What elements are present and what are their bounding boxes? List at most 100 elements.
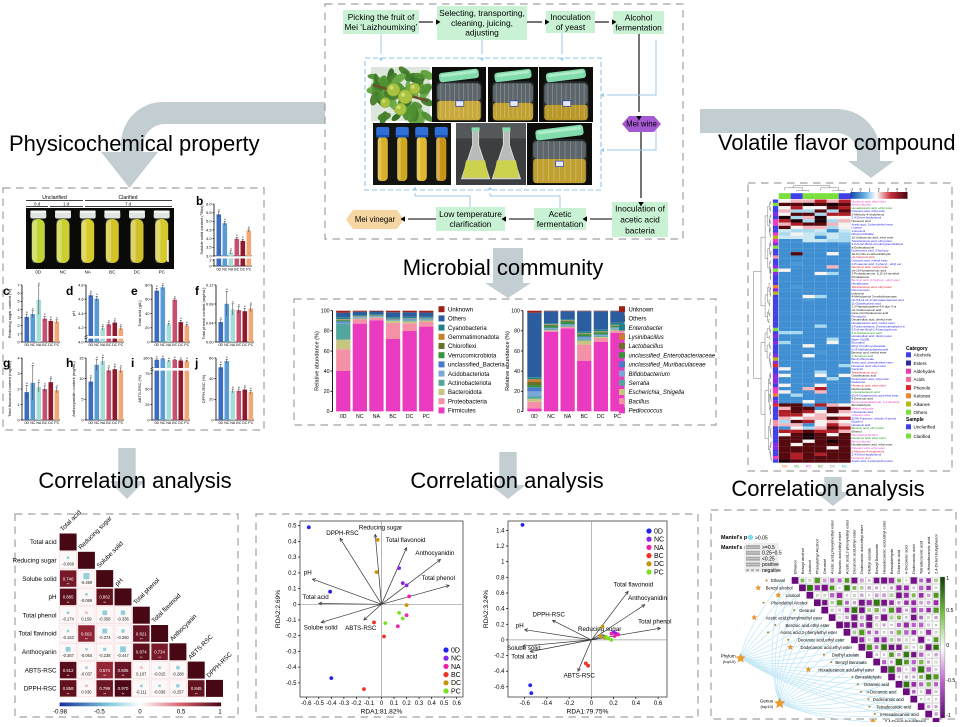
svg-text:(top10): (top10) <box>761 704 774 709</box>
svg-text:Inoculation: Inoculation <box>550 12 591 22</box>
svg-text:Acetic: Acetic <box>549 209 572 219</box>
svg-text:n-Decanoic acid: n-Decanoic acid <box>866 690 897 695</box>
svg-text:NC: NC <box>160 421 166 425</box>
svg-text:DC: DC <box>112 343 118 347</box>
svg-text:0.1: 0.1 <box>390 701 399 707</box>
svg-text:NA: NA <box>564 414 572 420</box>
svg-text:i: i <box>131 356 134 370</box>
svg-text:0.574: 0.574 <box>99 668 110 673</box>
svg-text:80: 80 <box>324 329 330 335</box>
svg-text:PC: PC <box>54 421 59 425</box>
svg-text:negative: negative <box>762 568 781 574</box>
svg-text:Linalool: Linalool <box>807 560 812 574</box>
svg-text:Lysinibacillus: Lysinibacillus <box>629 335 664 341</box>
svg-text:0.4: 0.4 <box>632 701 641 707</box>
svg-text:0.04: 0.04 <box>206 320 214 325</box>
svg-text:PC: PC <box>654 569 664 576</box>
svg-text:0.2: 0.2 <box>288 571 297 577</box>
svg-text:NA: NA <box>36 421 42 425</box>
svg-text:Alcohol: Alcohol <box>625 13 653 23</box>
svg-text:Benzoic acid,ethyl ester: Benzoic acid,ethyl ester <box>837 531 842 574</box>
svg-text:0.799: 0.799 <box>99 686 110 691</box>
svg-text:PC: PC <box>423 414 430 420</box>
svg-text:1: 1 <box>946 576 949 582</box>
svg-text:0.12: 0.12 <box>206 282 214 287</box>
svg-text:-0.6: -0.6 <box>301 701 312 707</box>
svg-text:Total flavonoid: Total flavonoid <box>386 537 426 544</box>
svg-text:Total flavonoid: Total flavonoid <box>614 582 654 589</box>
svg-text:0: 0 <box>517 409 520 415</box>
svg-text:Octanoic acid: Octanoic acid <box>896 550 901 574</box>
svg-text:Acids: Acids <box>914 377 926 382</box>
svg-text:BC: BC <box>818 464 824 469</box>
svg-text:c: c <box>3 284 10 298</box>
svg-text:NA: NA <box>373 414 381 420</box>
svg-text:-0.174: -0.174 <box>62 617 74 622</box>
svg-text:6: 6 <box>17 291 19 296</box>
svg-text:Mei ‘Laizhoumixing’: Mei ‘Laizhoumixing’ <box>344 22 417 32</box>
svg-text:3: 3 <box>17 371 19 376</box>
svg-text:0D: 0D <box>451 647 460 654</box>
svg-text:-0.2: -0.2 <box>494 654 505 660</box>
svg-text:60: 60 <box>514 349 520 355</box>
svg-text:Decanoic acid,ethyl ester: Decanoic acid,ethyl ester <box>852 529 857 574</box>
svg-text:DC: DC <box>240 268 246 272</box>
svg-text:-0.358: -0.358 <box>99 617 111 622</box>
svg-text:-0.4: -0.4 <box>286 665 297 671</box>
svg-text:adjusting: adjusting <box>465 28 499 38</box>
svg-text:Proteobacteria: Proteobacteria <box>448 399 488 405</box>
svg-text:NA: NA <box>100 421 106 425</box>
svg-text:cleaning, juicing,: cleaning, juicing, <box>451 18 513 28</box>
svg-text:Geraniol: Geraniol <box>799 608 815 613</box>
svg-text:NA: NA <box>230 421 236 425</box>
svg-text:NA: NA <box>166 343 172 347</box>
svg-text:0D: 0D <box>218 343 223 347</box>
svg-text:Mantel's r: Mantel's r <box>721 545 747 551</box>
svg-text:3: 3 <box>17 315 19 320</box>
svg-text:clarification: clarification <box>450 219 492 229</box>
svg-text:4.4: 4.4 <box>78 311 84 316</box>
svg-text:acetic acid: acetic acid <box>620 214 660 224</box>
svg-text:0.746: 0.746 <box>63 576 74 581</box>
svg-text:5: 5 <box>905 188 907 192</box>
svg-text:>0.05: >0.05 <box>755 535 768 541</box>
svg-text:0.602: 0.602 <box>81 631 92 636</box>
svg-text:-0.6: -0.6 <box>520 701 531 707</box>
svg-text:NA: NA <box>230 343 236 347</box>
svg-text:RDA1:79.75%: RDA1:79.75% <box>567 709 609 716</box>
svg-text:-0.459: -0.459 <box>81 580 93 585</box>
svg-text:4.5: 4.5 <box>206 227 211 232</box>
svg-text:e: e <box>131 284 138 298</box>
svg-text:Phenylethyl Alcohol: Phenylethyl Alcohol <box>771 601 807 606</box>
svg-text:NC: NC <box>30 421 36 425</box>
svg-text:0D: 0D <box>154 343 159 347</box>
svg-text:NA: NA <box>228 268 234 272</box>
svg-text:2: 2 <box>17 323 19 328</box>
svg-text:Total phenol: Total phenol <box>638 619 671 626</box>
svg-text:Ketones: Ketones <box>914 394 932 399</box>
svg-text:Selecting, transporting,: Selecting, transporting, <box>439 8 525 18</box>
svg-text:j: j <box>194 356 198 370</box>
svg-text:-0.5: -0.5 <box>94 709 105 716</box>
svg-text:4.2: 4.2 <box>78 325 83 330</box>
svg-text:PC: PC <box>54 343 59 347</box>
svg-text:Acetic acid, 2-phenylethyl est: Acetic acid, 2-phenylethyl ester <box>852 459 894 463</box>
svg-text:Solube solid: Solube solid <box>304 624 338 631</box>
svg-text:5: 5 <box>17 299 19 304</box>
svg-text:BC: BC <box>234 268 239 272</box>
svg-text:d: d <box>66 284 73 298</box>
svg-text:Relative abundance (%): Relative abundance (%) <box>505 331 511 391</box>
svg-text:-0.069: -0.069 <box>81 598 93 603</box>
svg-text:4: 4 <box>896 188 898 192</box>
svg-text:Microbial community: Microbial community <box>403 255 604 280</box>
svg-text:4.0: 4.0 <box>206 236 212 241</box>
svg-text:pH: pH <box>71 311 76 316</box>
svg-text:ABTS-RSC: ABTS-RSC <box>25 667 57 674</box>
svg-text:-0.036: -0.036 <box>154 690 166 695</box>
svg-text:0.5: 0.5 <box>177 709 186 716</box>
svg-text:fermentation: fermentation <box>615 22 662 32</box>
svg-text:Total flavinoid: Total flavinoid <box>18 631 57 638</box>
svg-text:Benzaldehyde: Benzaldehyde <box>889 548 894 574</box>
svg-text:n-Hexadecanoic acid: n-Hexadecanoic acid <box>926 537 931 574</box>
svg-text:Unknown: Unknown <box>448 307 473 313</box>
